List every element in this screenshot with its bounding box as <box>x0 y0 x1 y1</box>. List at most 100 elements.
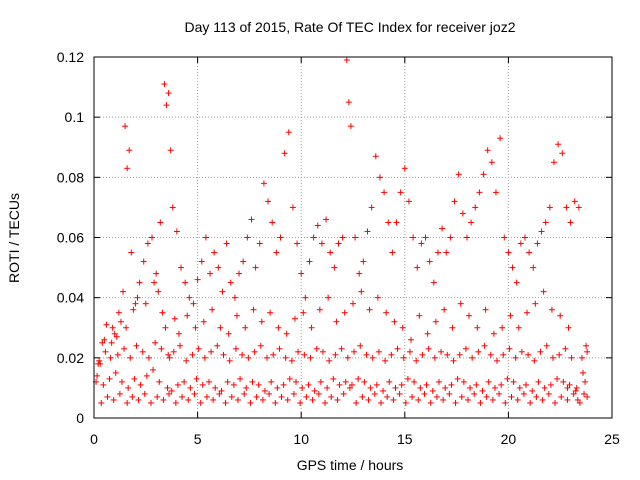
data-point <box>258 318 265 325</box>
data-point <box>225 330 232 337</box>
data-point <box>100 381 107 388</box>
y-axis-label: ROTI / TECUs <box>6 193 22 283</box>
data-point <box>106 375 113 382</box>
data-point <box>564 396 571 403</box>
data-point <box>558 393 565 400</box>
data-point <box>278 393 285 400</box>
data-point <box>152 339 159 346</box>
data-point <box>496 390 503 397</box>
data-point <box>168 387 175 394</box>
data-point <box>505 249 512 256</box>
data-point <box>534 240 541 247</box>
x-tick-label: 20 <box>501 431 517 447</box>
data-point <box>205 378 212 385</box>
data-point <box>193 375 200 382</box>
data-point <box>226 357 233 364</box>
data-point <box>574 396 581 403</box>
data-point <box>527 399 534 406</box>
data-point <box>365 396 372 403</box>
data-point <box>494 357 501 364</box>
chart-title: Day 113 of 2015, Rate Of TEC Index for r… <box>185 19 516 35</box>
data-point <box>374 294 381 301</box>
data-point <box>355 375 362 382</box>
data-point <box>330 375 337 382</box>
data-point <box>554 375 561 382</box>
data-point <box>357 342 364 349</box>
data-point <box>190 300 197 307</box>
data-point <box>133 342 140 349</box>
data-point <box>301 351 308 358</box>
data-point <box>501 234 508 241</box>
data-point <box>411 378 418 385</box>
data-point <box>183 357 190 364</box>
data-point <box>419 351 426 358</box>
data-point <box>418 240 425 247</box>
data-point <box>468 219 475 226</box>
data-point <box>413 357 420 364</box>
data-point <box>390 396 397 403</box>
y-tick-label: 0 <box>76 410 84 426</box>
data-point <box>557 312 564 319</box>
data-point <box>134 294 141 301</box>
data-point <box>479 387 486 394</box>
data-point <box>328 393 335 400</box>
data-point <box>284 396 291 403</box>
data-point <box>360 258 367 265</box>
data-point <box>309 396 316 403</box>
data-point <box>214 342 221 349</box>
data-point <box>394 345 401 352</box>
y-tick-label: 0.04 <box>57 290 84 306</box>
data-point <box>434 249 441 256</box>
data-point <box>307 354 314 361</box>
data-point <box>305 381 312 388</box>
data-point <box>438 348 445 355</box>
data-point <box>131 375 138 382</box>
data-point <box>243 384 250 391</box>
data-point <box>209 306 216 313</box>
data-point <box>102 348 109 355</box>
data-point <box>97 360 104 367</box>
data-point <box>539 396 546 403</box>
data-point <box>442 384 449 391</box>
data-point <box>469 354 476 361</box>
data-point <box>265 198 272 205</box>
x-tick-label: 25 <box>604 431 620 447</box>
data-point <box>318 240 325 247</box>
data-point <box>582 378 589 385</box>
data-point <box>429 387 436 394</box>
data-point <box>579 369 586 376</box>
data-point <box>340 390 347 397</box>
data-point <box>368 204 375 211</box>
data-point <box>269 219 276 226</box>
data-point <box>245 354 252 361</box>
data-point <box>489 396 496 403</box>
data-point <box>348 381 355 388</box>
data-point <box>310 234 317 241</box>
data-point <box>247 399 254 406</box>
data-point <box>176 342 183 349</box>
data-point <box>184 312 191 319</box>
data-point <box>475 348 482 355</box>
data-point <box>250 306 257 313</box>
data-point <box>219 288 226 295</box>
data-point <box>507 312 514 319</box>
data-point <box>584 348 591 355</box>
data-point <box>559 150 566 157</box>
data-point <box>550 159 557 166</box>
data-point <box>397 189 404 196</box>
data-point <box>187 384 194 391</box>
data-point <box>464 396 471 403</box>
data-point <box>200 318 207 325</box>
data-point <box>182 279 189 286</box>
data-point <box>570 390 577 397</box>
data-point <box>300 309 307 316</box>
data-point <box>197 399 204 406</box>
data-point <box>255 381 262 388</box>
data-point <box>405 198 412 205</box>
data-point <box>358 288 365 295</box>
data-point <box>232 345 239 352</box>
data-point <box>480 171 487 178</box>
data-point <box>485 378 492 385</box>
data-point <box>331 264 338 271</box>
data-point <box>525 351 532 358</box>
